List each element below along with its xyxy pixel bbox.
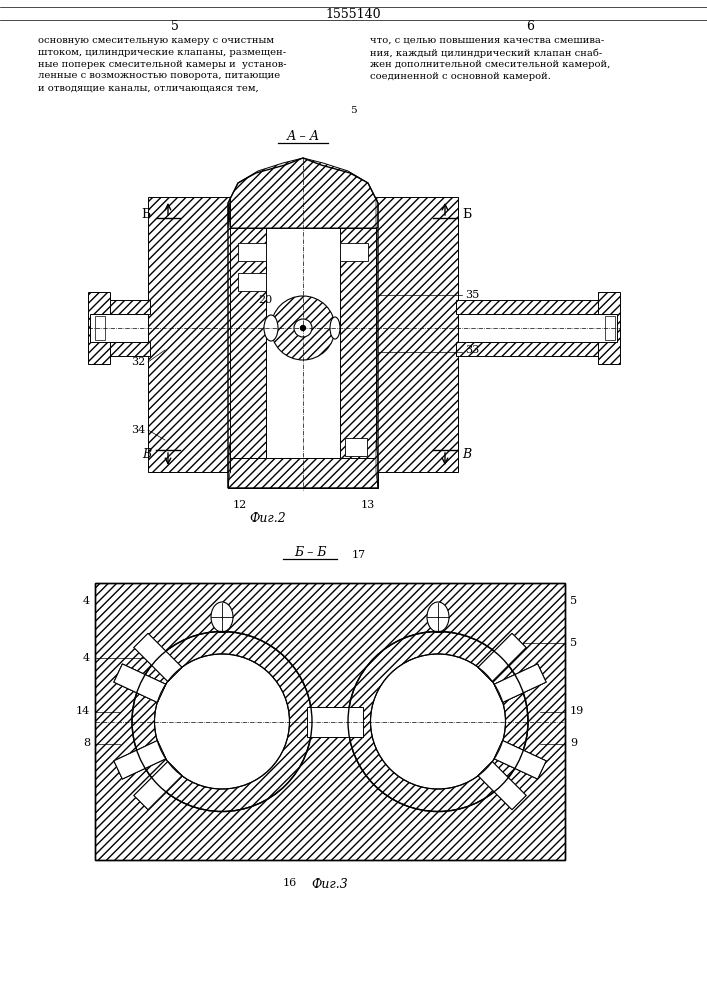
Polygon shape (494, 741, 546, 779)
Polygon shape (134, 762, 182, 810)
Polygon shape (478, 762, 526, 810)
Polygon shape (134, 633, 182, 681)
Text: 32: 32 (131, 357, 145, 367)
Circle shape (155, 654, 289, 789)
Polygon shape (114, 741, 166, 779)
Text: 20: 20 (258, 295, 272, 305)
Circle shape (132, 632, 312, 812)
Polygon shape (134, 762, 182, 810)
Bar (266, 228, 340, 458)
Text: Б: Б (462, 209, 472, 222)
Polygon shape (340, 228, 378, 458)
Polygon shape (228, 458, 378, 488)
Polygon shape (478, 633, 526, 681)
Polygon shape (494, 664, 546, 702)
Polygon shape (478, 762, 526, 810)
Circle shape (300, 326, 305, 330)
Bar (238, 243, 266, 261)
Bar (88, 292, 110, 364)
Text: 1555140: 1555140 (325, 7, 381, 20)
Text: 4: 4 (83, 653, 90, 663)
Text: 13: 13 (361, 500, 375, 510)
Polygon shape (478, 633, 526, 681)
Polygon shape (494, 664, 546, 702)
Text: 14: 14 (76, 706, 90, 716)
Text: 35: 35 (465, 290, 479, 300)
Bar (148, 197, 230, 472)
Text: Б: Б (141, 209, 151, 222)
Polygon shape (134, 762, 182, 810)
Bar (90, 342, 150, 356)
Text: B: B (142, 448, 151, 462)
Polygon shape (228, 442, 230, 488)
Bar (376, 197, 458, 472)
Polygon shape (114, 741, 166, 779)
Ellipse shape (264, 315, 278, 341)
Polygon shape (114, 664, 166, 702)
Polygon shape (228, 197, 230, 228)
Text: Б – Б: Б – Б (293, 546, 326, 559)
Text: 5: 5 (171, 20, 179, 33)
Text: 19: 19 (570, 706, 584, 716)
Bar (307, 706, 363, 736)
Text: А – А: А – А (286, 130, 320, 143)
Polygon shape (114, 664, 166, 702)
Text: Фиг.3: Фиг.3 (312, 878, 349, 891)
Bar (456, 300, 617, 314)
Circle shape (370, 654, 506, 789)
Polygon shape (134, 633, 182, 681)
Circle shape (294, 319, 312, 337)
Text: 8: 8 (83, 738, 90, 748)
Polygon shape (134, 633, 182, 681)
Polygon shape (478, 633, 526, 681)
Polygon shape (376, 197, 378, 228)
Text: 6: 6 (526, 20, 534, 33)
Text: 16: 16 (283, 878, 297, 888)
Text: 12: 12 (233, 500, 247, 510)
Bar (433, 621, 443, 632)
Bar (90, 314, 148, 342)
Polygon shape (494, 741, 546, 779)
Bar (95, 583, 565, 860)
Text: 33: 33 (465, 345, 479, 355)
Text: 17: 17 (352, 550, 366, 560)
Polygon shape (228, 158, 378, 228)
Polygon shape (228, 228, 266, 458)
Text: 9: 9 (570, 738, 577, 748)
Bar (345, 438, 367, 456)
Text: 5: 5 (570, 596, 577, 606)
Ellipse shape (211, 602, 233, 632)
Bar (458, 314, 617, 342)
Bar (90, 300, 150, 314)
Text: 34: 34 (131, 425, 145, 435)
Polygon shape (494, 741, 546, 779)
Polygon shape (478, 762, 526, 810)
Text: Фиг.2: Фиг.2 (250, 512, 286, 525)
Polygon shape (114, 664, 166, 702)
Text: основную смесительную камеру с очистным
штоком, цилиндрические клапаны, размещен: основную смесительную камеру с очистным … (38, 36, 286, 92)
Bar (238, 273, 266, 291)
Text: что, с целью повышения качества смешива-
ния, каждый цилиндрический клапан снаб-: что, с целью повышения качества смешива-… (370, 36, 610, 81)
Circle shape (271, 296, 335, 360)
Text: 5: 5 (350, 106, 356, 115)
Polygon shape (376, 442, 378, 488)
Text: 5: 5 (570, 638, 577, 648)
Bar (95, 316, 105, 340)
Text: 4: 4 (83, 596, 90, 606)
Ellipse shape (330, 317, 340, 339)
Bar (598, 292, 620, 364)
Bar (340, 243, 368, 261)
Text: B: B (462, 448, 471, 462)
Ellipse shape (427, 602, 449, 632)
Polygon shape (494, 664, 546, 702)
Bar (217, 621, 227, 632)
Bar (456, 342, 617, 356)
Bar (605, 316, 615, 340)
Circle shape (348, 632, 528, 812)
Polygon shape (114, 741, 166, 779)
Bar (95, 583, 565, 860)
